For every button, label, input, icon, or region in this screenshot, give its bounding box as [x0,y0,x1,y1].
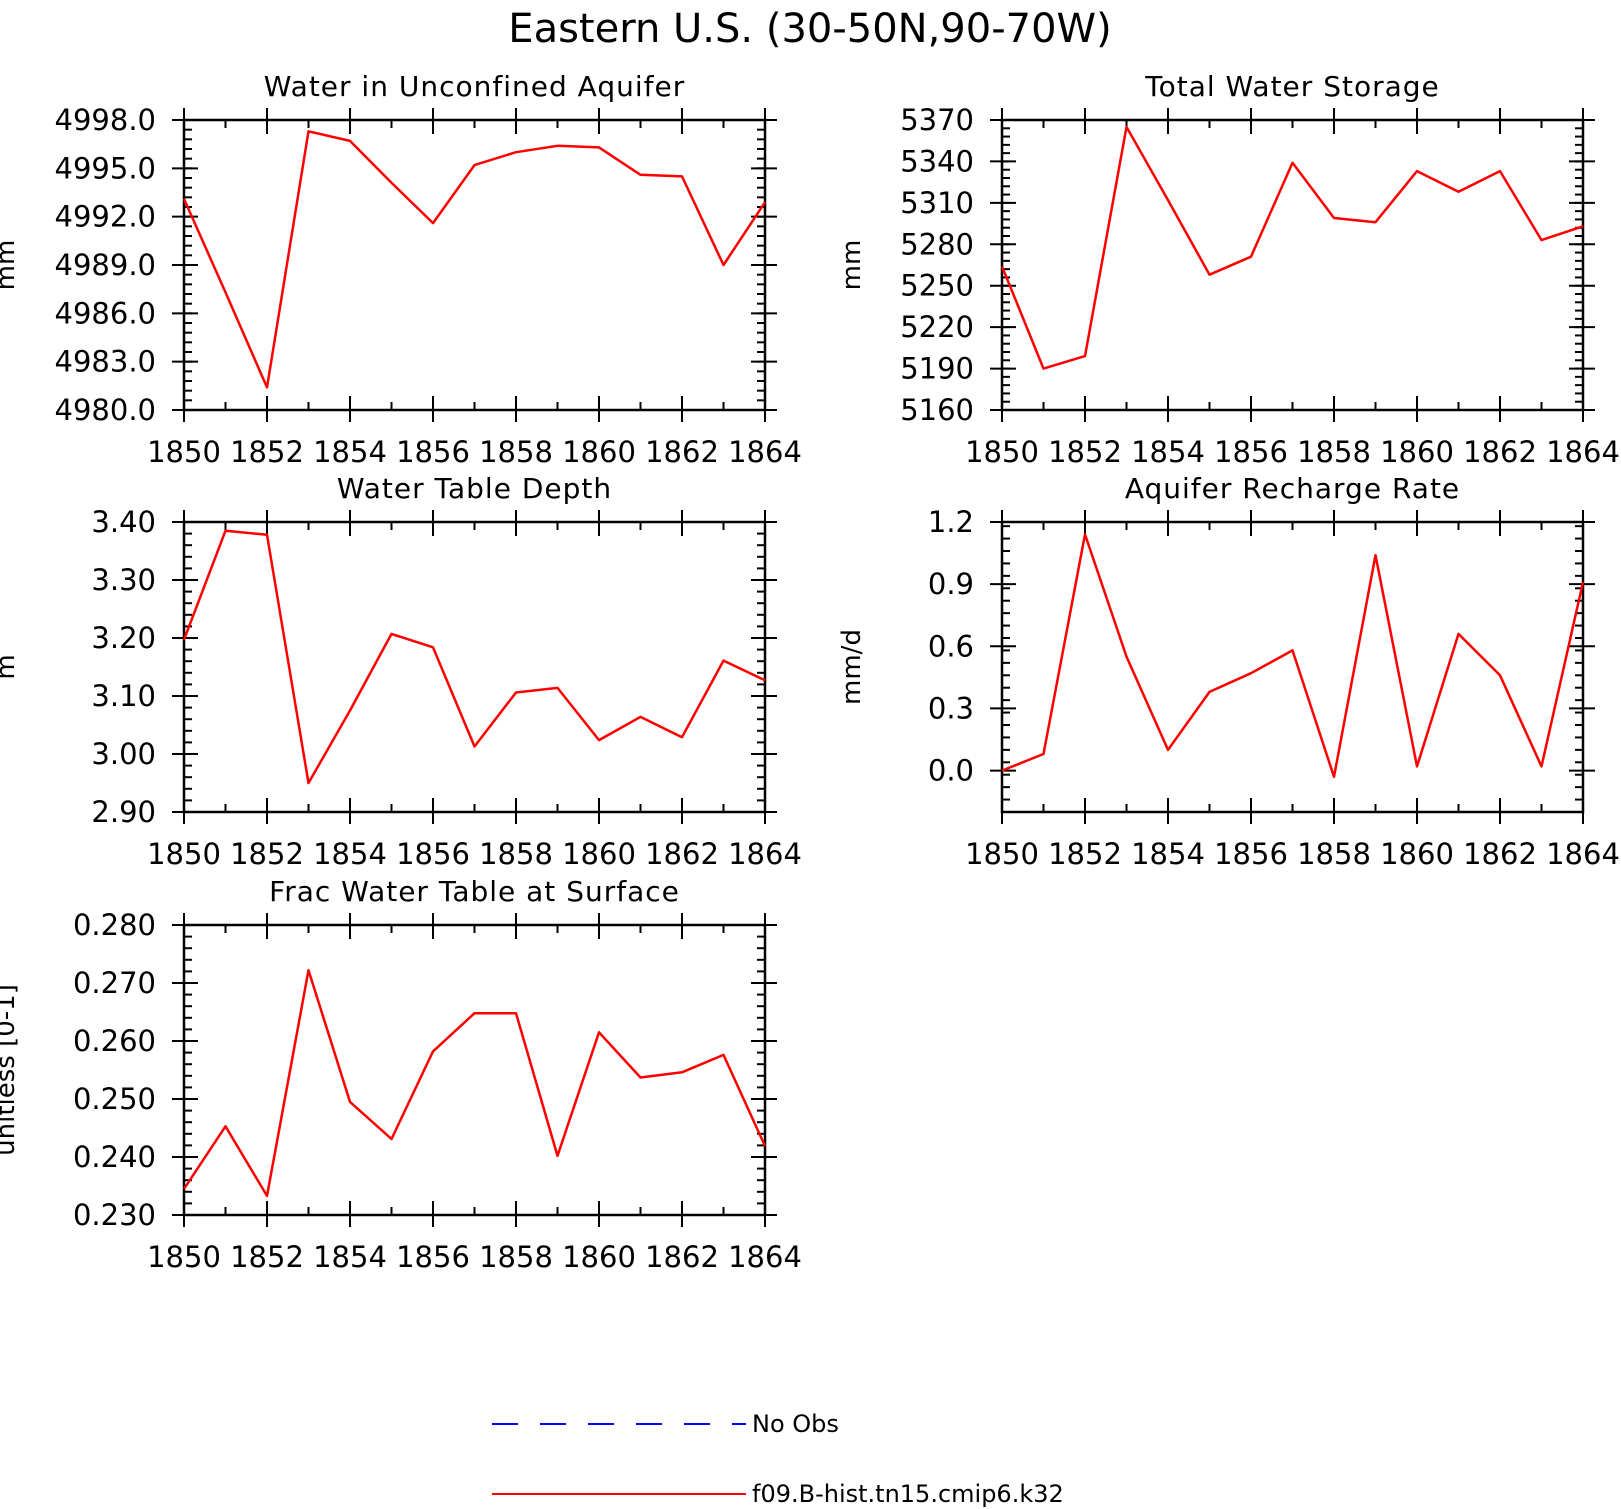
x-tick-label: 1850 [147,837,221,871]
x-tick-label: 1850 [965,837,1039,871]
y-tick-label: 5220 [900,310,974,344]
x-tick-label: 1856 [396,435,470,469]
y-tick-label: 0.270 [73,966,156,1000]
x-tick-label: 1862 [1463,435,1537,469]
x-tick-label: 1854 [313,435,387,469]
y-tick-label: 4986.0 [55,296,156,330]
plot-frame [1000,520,1585,814]
panel-title: Frac Water Table at Surface [269,875,680,908]
x-tick-label: 1862 [645,1240,719,1274]
y-tick-label: 0.240 [73,1140,156,1174]
y-tick-label: 4989.0 [55,248,156,282]
x-tick-label: 1864 [728,1240,802,1274]
y-tick-label: 0.230 [73,1198,156,1232]
chart-panel-1: Water in Unconfined Aquifer 1850 1852 1854 1… [0,70,802,469]
y-tick-label: 3.00 [91,737,156,771]
y-tick-label: 0.9 [928,567,974,601]
legend-label-no-obs: No Obs [752,1410,839,1438]
y-tick-label: 3.30 [91,563,156,597]
x-tick-label: 1852 [1048,837,1122,871]
y-tick-label: 5250 [900,269,974,303]
chart-panel-4: Aquifer Recharge Rate 1850 1852 1854 1856 185… [837,472,1620,871]
panel-title: Water in Unconfined Aquifer [264,70,685,103]
x-tick-label: 1850 [147,1240,221,1274]
x-tick-label: 1854 [313,1240,387,1274]
y-axis-label: m [0,654,21,679]
panel-title: Total Water Storage [1144,70,1440,103]
y-tick-label: 5340 [900,144,974,178]
y-tick-label: 2.90 [91,795,156,829]
x-tick-label: 1850 [147,435,221,469]
x-tick-label: 1852 [230,837,304,871]
series-line [182,130,767,389]
y-tick-label: 3.10 [91,679,156,713]
panels: Water in Unconfined Aquifer 1850 1852 1854 1… [0,70,1620,1274]
y-tick-label: 4983.0 [55,345,156,379]
x-tick-label: 1856 [1214,837,1288,871]
x-tick-label: 1862 [645,837,719,871]
x-tick-label: 1854 [1131,435,1205,469]
x-tick-label: 1854 [1131,837,1205,871]
x-tick-label: 1860 [1380,435,1454,469]
legend-label-model: f09.B-hist.tn15.cmip6.k32 [752,1480,1064,1508]
y-tick-label: 5280 [900,227,974,261]
y-axis-label: mm [837,240,867,291]
y-tick-label: 5190 [900,352,974,386]
x-tick-label: 1852 [230,1240,304,1274]
y-tick-label: 4995.0 [55,151,156,185]
x-tick-label: 1856 [396,1240,470,1274]
x-tick-label: 1860 [1380,837,1454,871]
y-tick-label: 0.260 [73,1024,156,1058]
y-tick-label: 4998.0 [55,103,156,137]
x-tick-label: 1852 [230,435,304,469]
chart-panel-3: Water Table Depth 1850 1852 1854 1856 1858 186… [0,472,802,871]
x-tick-label: 1862 [645,435,719,469]
series-line [182,529,766,785]
legend: No Obs f09.B-hist.tn15.cmip6.k32 [492,1410,1064,1508]
x-tick-label: 1858 [479,435,553,469]
x-tick-label: 1864 [728,435,802,469]
x-tick-label: 1864 [728,837,802,871]
x-tick-label: 1860 [562,1240,636,1274]
series-line [182,968,767,1198]
series-line [1000,125,1584,370]
x-tick-label: 1864 [1546,435,1620,469]
x-tick-label: 1856 [1214,435,1288,469]
y-tick-label: 5310 [900,186,974,220]
x-tick-label: 1850 [965,435,1039,469]
x-tick-label: 1858 [1297,435,1371,469]
y-tick-label: 0.0 [928,754,974,788]
y-tick-label: 5160 [900,393,974,427]
y-tick-label: 0.280 [73,908,156,942]
y-axis-label: mm [0,240,21,291]
x-tick-label: 1852 [1048,435,1122,469]
y-tick-label: 4992.0 [55,200,156,234]
y-tick-label: 0.6 [928,629,974,663]
x-tick-label: 1864 [1546,837,1620,871]
y-tick-label: 1.2 [928,505,974,539]
y-tick-label: 4980.0 [55,393,156,427]
y-axis-label: mm/d [837,629,867,705]
y-axis-label: unitless [0-1] [0,984,21,1156]
chart-panel-5: Frac Water Table at Surface 1850 1852 1854 1… [0,875,802,1274]
x-tick-label: 1858 [479,837,553,871]
x-tick-label: 1860 [562,837,636,871]
y-tick-label: 3.40 [91,505,156,539]
y-tick-label: 0.3 [928,691,974,725]
x-tick-label: 1856 [396,837,470,871]
chart-panel-2: Total Water Storage 1850 1852 1854 1856 1858 1… [837,70,1620,469]
panel-title: Water Table Depth [337,472,612,505]
panel-title: Aquifer Recharge Rate [1125,472,1460,505]
y-tick-label: 3.20 [91,621,156,655]
page-title: Eastern U.S. (30-50N,90-70W) [508,6,1111,52]
y-tick-label: 5370 [900,103,974,137]
x-tick-label: 1862 [1463,837,1537,871]
x-tick-label: 1858 [1297,837,1371,871]
x-tick-label: 1860 [562,435,636,469]
x-tick-label: 1858 [479,1240,553,1274]
x-tick-label: 1854 [313,837,387,871]
series-line [1001,533,1585,779]
y-tick-label: 0.250 [73,1082,156,1116]
